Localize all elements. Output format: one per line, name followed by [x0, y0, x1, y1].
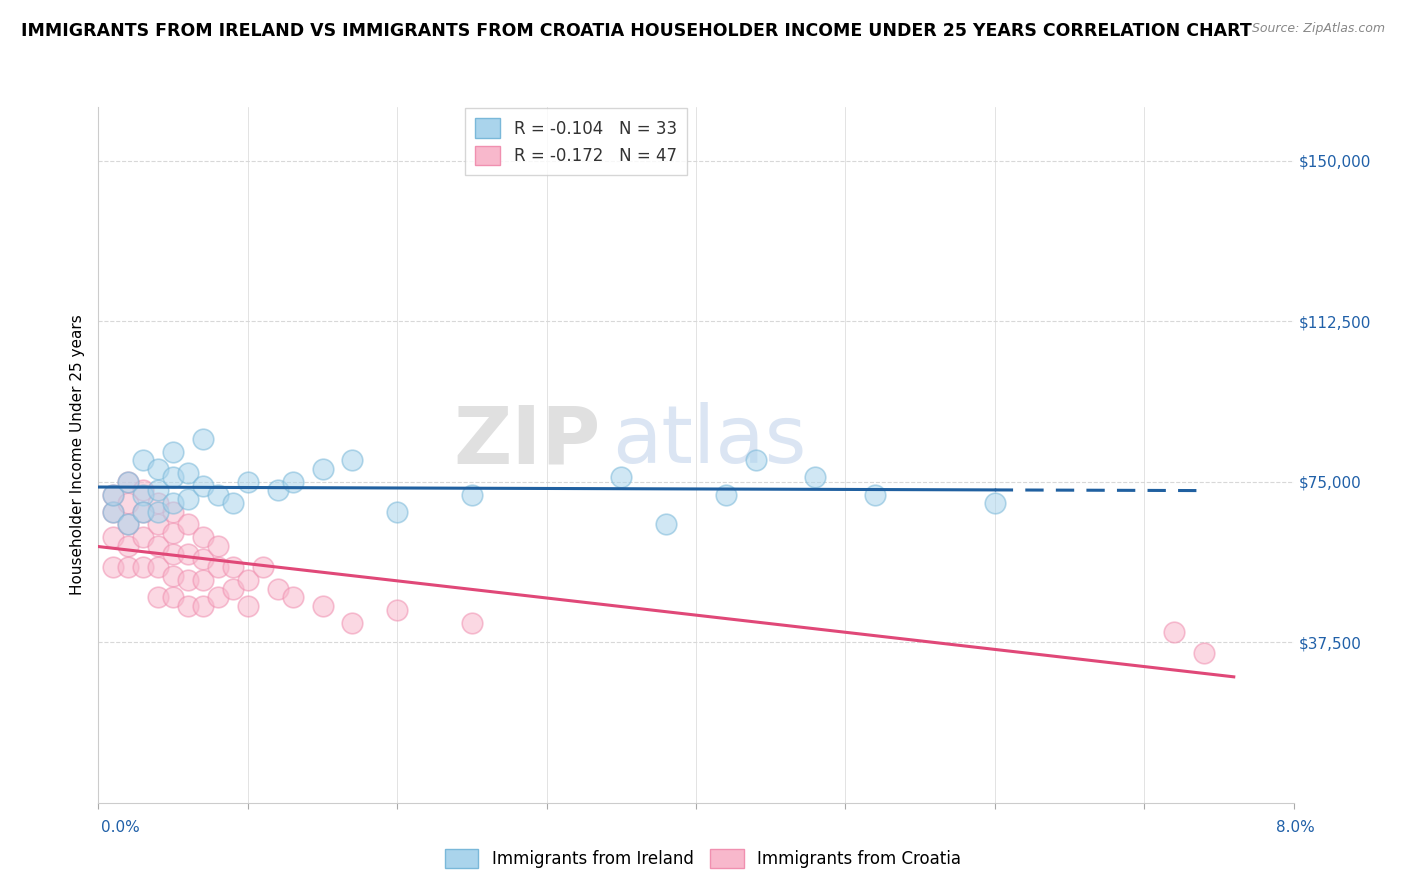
Point — [162, 496, 184, 510]
Point — [191, 432, 214, 446]
Point — [281, 475, 304, 489]
Point — [117, 517, 139, 532]
Point — [714, 487, 737, 501]
Text: 8.0%: 8.0% — [1275, 821, 1315, 835]
Point — [177, 517, 200, 532]
Text: ZIP: ZIP — [453, 402, 600, 480]
Point — [132, 453, 155, 467]
Point — [177, 599, 200, 613]
Point — [385, 603, 409, 617]
Point — [342, 615, 364, 630]
Point — [132, 505, 155, 519]
Point — [132, 483, 155, 498]
Point — [267, 582, 290, 596]
Point — [162, 569, 184, 583]
Point — [461, 615, 484, 630]
Point — [610, 470, 633, 484]
Point — [342, 453, 364, 467]
Point — [191, 599, 214, 613]
Point — [148, 483, 170, 498]
Point — [117, 475, 139, 489]
Point — [177, 491, 200, 506]
Text: IMMIGRANTS FROM IRELAND VS IMMIGRANTS FROM CROATIA HOUSEHOLDER INCOME UNDER 25 Y: IMMIGRANTS FROM IRELAND VS IMMIGRANTS FR… — [21, 22, 1251, 40]
Point — [745, 453, 768, 467]
Point — [207, 560, 229, 574]
Point — [117, 560, 139, 574]
Point — [177, 573, 200, 587]
Point — [177, 466, 200, 480]
Point — [207, 539, 229, 553]
Point — [191, 573, 214, 587]
Point — [222, 582, 245, 596]
Text: Source: ZipAtlas.com: Source: ZipAtlas.com — [1251, 22, 1385, 36]
Point — [236, 475, 259, 489]
Point — [162, 470, 184, 484]
Legend: Immigrants from Ireland, Immigrants from Croatia: Immigrants from Ireland, Immigrants from… — [439, 843, 967, 875]
Point — [103, 560, 125, 574]
Point — [1192, 646, 1215, 660]
Point — [148, 517, 170, 532]
Point — [385, 505, 409, 519]
Point — [162, 526, 184, 541]
Point — [177, 548, 200, 562]
Point — [207, 591, 229, 605]
Point — [1163, 624, 1185, 639]
Point — [148, 462, 170, 476]
Text: 0.0%: 0.0% — [101, 821, 141, 835]
Point — [191, 551, 214, 566]
Point — [236, 573, 259, 587]
Point — [103, 505, 125, 519]
Point — [132, 487, 155, 501]
Point — [103, 487, 125, 501]
Point — [162, 591, 184, 605]
Point — [148, 496, 170, 510]
Point — [311, 599, 333, 613]
Point — [461, 487, 484, 501]
Point — [863, 487, 886, 501]
Point — [191, 530, 214, 544]
Point — [222, 496, 245, 510]
Point — [236, 599, 259, 613]
Point — [655, 517, 678, 532]
Point — [132, 505, 155, 519]
Point — [804, 470, 827, 484]
Point — [103, 505, 125, 519]
Point — [148, 539, 170, 553]
Legend: R = -0.104   N = 33, R = -0.172   N = 47: R = -0.104 N = 33, R = -0.172 N = 47 — [465, 109, 686, 175]
Point — [117, 517, 139, 532]
Point — [117, 496, 139, 510]
Point — [162, 548, 184, 562]
Point — [311, 462, 333, 476]
Text: atlas: atlas — [612, 402, 807, 480]
Point — [103, 530, 125, 544]
Point — [132, 560, 155, 574]
Point — [148, 591, 170, 605]
Point — [117, 475, 139, 489]
Point — [148, 560, 170, 574]
Point — [117, 539, 139, 553]
Point — [162, 505, 184, 519]
Point — [252, 560, 274, 574]
Y-axis label: Householder Income Under 25 years: Householder Income Under 25 years — [69, 315, 84, 595]
Point — [267, 483, 290, 498]
Point — [132, 530, 155, 544]
Point — [103, 487, 125, 501]
Point — [207, 487, 229, 501]
Point — [281, 591, 304, 605]
Point — [162, 444, 184, 458]
Point — [191, 479, 214, 493]
Point — [222, 560, 245, 574]
Point — [148, 505, 170, 519]
Point — [983, 496, 1005, 510]
